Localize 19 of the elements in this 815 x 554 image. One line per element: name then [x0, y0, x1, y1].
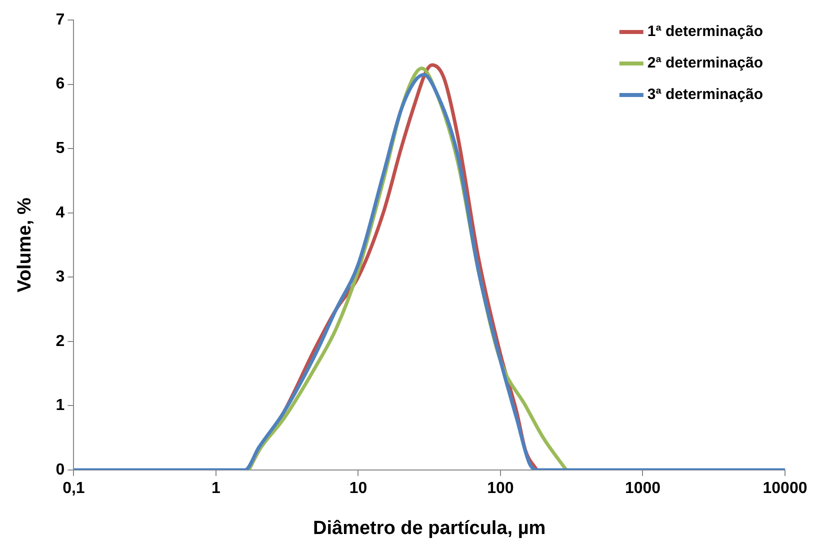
y-tick-label: 2 — [56, 332, 65, 350]
x-tick-label: 100 — [487, 480, 514, 498]
y-tick-label: 6 — [56, 76, 65, 93]
legend-label: 2ª determinação — [647, 54, 764, 72]
x-tick-label: 1 — [212, 480, 221, 498]
x-axis-title: Diâmetro de partícula, µm — [313, 518, 546, 539]
x-tick-label: 0,1 — [62, 480, 85, 498]
legend-label: 1ª determinação — [647, 23, 764, 40]
x-tick-label: 1000 — [624, 480, 661, 498]
y-axis-title: Volume, % — [14, 198, 36, 292]
x-tick-label: 10000 — [762, 480, 808, 498]
y-tick-label: 5 — [56, 140, 65, 157]
y-tick-label: 1 — [56, 397, 65, 414]
y-tick-label: 4 — [56, 204, 65, 222]
y-tick-label: 0 — [56, 461, 65, 478]
x-tick-label: 10 — [349, 480, 368, 498]
y-tick-label: 7 — [56, 11, 65, 28]
legend-label: 3ª determinação — [647, 86, 764, 104]
y-tick-label: 3 — [56, 268, 65, 286]
